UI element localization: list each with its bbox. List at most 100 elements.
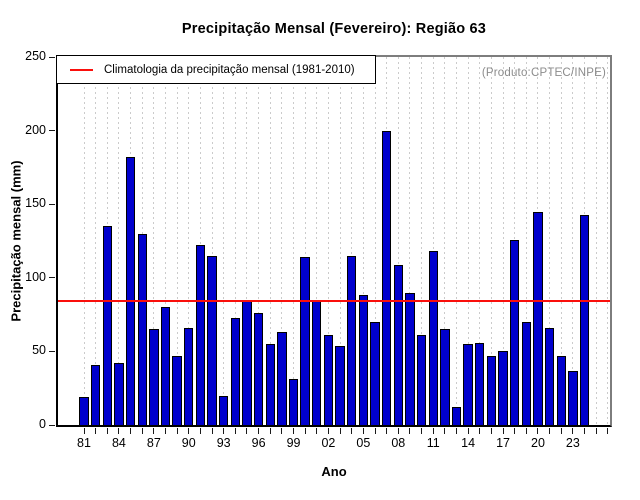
gridline-vertical xyxy=(479,57,481,425)
y-tick-mark xyxy=(49,56,55,58)
y-tick-mark xyxy=(49,424,55,426)
x-tick-mark xyxy=(153,428,155,434)
bar-year-2004 xyxy=(347,256,357,425)
bar-year-2014 xyxy=(463,344,473,425)
x-tick-mark xyxy=(595,428,597,434)
bar-year-2008 xyxy=(393,265,403,425)
bar-year-1997 xyxy=(265,344,275,425)
x-tick-label: 87 xyxy=(146,436,161,450)
watermark-text: (Produto:CPTEC/INPE) xyxy=(481,67,606,79)
x-tick-mark xyxy=(281,428,283,434)
x-tick-label: 05 xyxy=(356,436,371,450)
gridline-vertical xyxy=(362,57,364,425)
x-tick-mark xyxy=(572,428,574,434)
bar-year-1990 xyxy=(184,328,194,425)
chart-title: Precipitação Mensal (Fevereiro): Região … xyxy=(181,21,487,37)
bar-year-1988 xyxy=(160,307,171,425)
gridline-vertical xyxy=(327,57,329,425)
legend-label: Climatologia da precipitação mensal (198… xyxy=(104,63,355,76)
gridline-vertical xyxy=(176,57,178,425)
x-tick-mark xyxy=(397,428,399,434)
legend-box: Climatologia da precipitação mensal (198… xyxy=(56,55,376,84)
gridline-vertical xyxy=(83,57,85,425)
x-tick-mark xyxy=(304,428,306,434)
x-axis-title: Ano xyxy=(321,464,347,479)
bar-year-1992 xyxy=(207,256,217,425)
gridline-vertical xyxy=(281,57,283,425)
bar-year-2018 xyxy=(509,240,520,425)
x-tick-mark xyxy=(549,428,551,434)
x-tick-label: 90 xyxy=(181,436,196,450)
x-tick-mark xyxy=(223,428,225,434)
x-tick-mark xyxy=(246,428,248,434)
x-tick-mark xyxy=(269,428,271,434)
x-tick-mark xyxy=(584,428,586,434)
x-tick-label: 02 xyxy=(321,436,336,450)
bar-year-2000 xyxy=(300,257,310,425)
gridline-vertical xyxy=(351,57,353,425)
y-tick-label: 250 xyxy=(25,49,46,63)
bar-year-2022 xyxy=(556,356,566,425)
x-tick-mark xyxy=(362,428,364,434)
gridline-vertical xyxy=(164,57,166,425)
bar-year-2010 xyxy=(416,335,427,425)
gridline-vertical xyxy=(572,57,574,425)
y-tick-mark xyxy=(49,350,55,352)
gridline-vertical xyxy=(490,57,492,425)
gridline-vertical xyxy=(444,57,446,425)
x-tick-label: 99 xyxy=(286,436,301,450)
x-tick-mark xyxy=(479,428,481,434)
gridline-vertical xyxy=(374,57,376,425)
x-tick-label: 14 xyxy=(461,436,476,450)
x-tick-mark xyxy=(118,428,120,434)
x-tick-mark xyxy=(339,428,341,434)
bar-year-2019 xyxy=(521,322,531,425)
x-tick-mark xyxy=(455,428,457,434)
x-tick-mark xyxy=(141,428,143,434)
x-tick-label: 17 xyxy=(496,436,510,450)
gridline-vertical xyxy=(525,57,527,425)
x-tick-mark xyxy=(525,428,527,434)
x-tick-mark xyxy=(211,428,213,434)
bar-year-2017 xyxy=(498,351,508,425)
bar-year-1996 xyxy=(253,313,264,425)
gridline-vertical xyxy=(211,57,213,425)
y-tick-label: 150 xyxy=(25,196,46,211)
x-tick-mark xyxy=(421,428,423,434)
gridline-vertical xyxy=(188,57,190,425)
y-tick-label: 50 xyxy=(32,343,46,358)
gridline-vertical xyxy=(421,57,423,425)
x-tick-mark xyxy=(316,428,318,434)
x-tick-mark xyxy=(234,428,236,434)
bar-year-2016 xyxy=(486,356,497,425)
y-tick-label: 0 xyxy=(39,417,46,431)
bar-year-2020 xyxy=(533,212,543,425)
x-tick-mark xyxy=(130,428,132,434)
gridline-vertical xyxy=(339,57,341,425)
y-tick-mark xyxy=(49,277,55,279)
x-tick-mark xyxy=(386,428,388,434)
gridline-vertical xyxy=(246,57,248,425)
y-tick-label: 200 xyxy=(25,122,46,137)
x-tick-mark xyxy=(293,428,295,434)
bar-year-2003 xyxy=(335,346,345,425)
bar-year-1994 xyxy=(230,318,240,425)
x-tick-label: 11 xyxy=(426,436,440,450)
x-tick-label: 20 xyxy=(531,436,545,450)
x-tick-mark xyxy=(409,428,411,434)
bar-year-2009 xyxy=(405,293,415,425)
gridline-vertical xyxy=(409,57,411,425)
gridline-vertical xyxy=(258,57,260,425)
x-tick-mark xyxy=(106,428,108,434)
bar-year-2021 xyxy=(544,328,555,425)
x-tick-mark xyxy=(432,428,434,434)
x-tick-mark xyxy=(607,428,609,434)
x-tick-label: 23 xyxy=(565,436,580,450)
plot-area: Climatologia da precipitação mensal (198… xyxy=(25,49,612,450)
y-tick-label: 100 xyxy=(25,269,46,284)
gridline-vertical xyxy=(304,57,306,425)
x-tick-label: 08 xyxy=(391,436,406,450)
x-tick-label: 84 xyxy=(111,436,126,450)
x-tick-mark xyxy=(351,428,353,434)
